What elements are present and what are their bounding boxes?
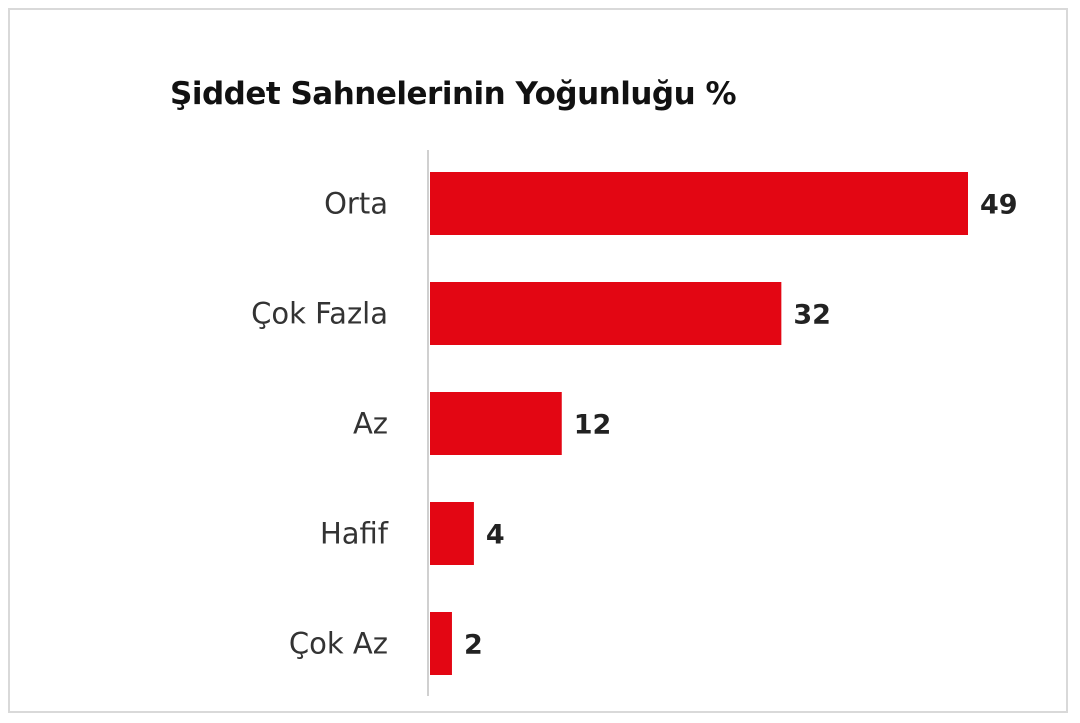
bar xyxy=(430,172,968,235)
category-label: Çok Az xyxy=(289,627,388,661)
data-label: 32 xyxy=(793,300,831,331)
data-label: 12 xyxy=(574,410,612,441)
data-label: 49 xyxy=(980,190,1018,221)
category-label: Çok Fazla xyxy=(251,297,388,331)
category-label: Hafif xyxy=(320,517,389,551)
category-label: Az xyxy=(353,407,388,441)
bar xyxy=(430,392,562,455)
data-label: 2 xyxy=(464,630,483,661)
data-label: 4 xyxy=(486,520,505,551)
category-label: Orta xyxy=(324,187,388,221)
bar xyxy=(430,612,452,675)
chart-title: Şiddet Sahnelerinin Yoğunluğu % xyxy=(170,76,737,112)
bar xyxy=(430,502,474,565)
bar xyxy=(430,282,782,345)
chart-frame xyxy=(8,8,1068,713)
